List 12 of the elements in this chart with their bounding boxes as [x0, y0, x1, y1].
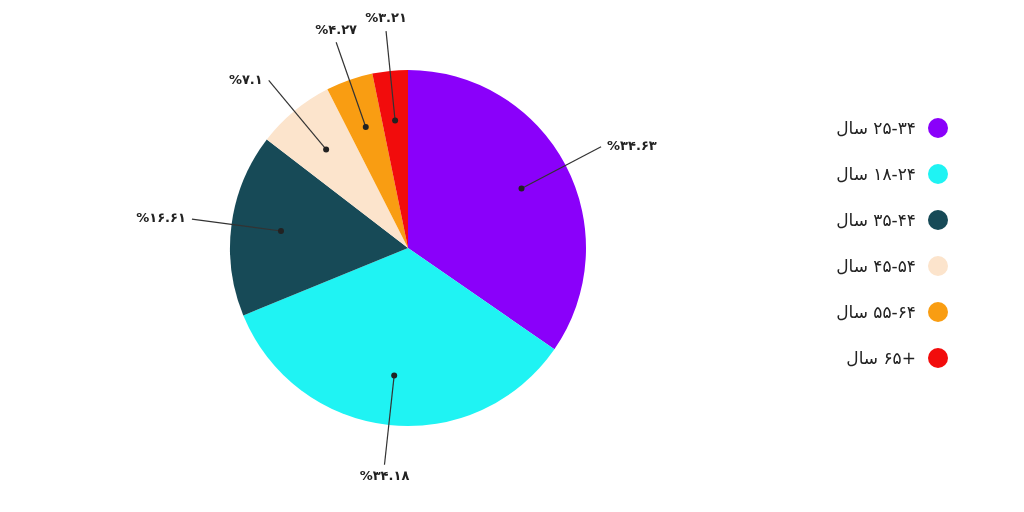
legend-label: ۳۵-۴۴ سال: [836, 210, 916, 230]
data-label: %۴.۲۷: [315, 21, 358, 37]
legend-label: ۴۵-۵۴ سال: [836, 256, 916, 276]
legend-label: ۱۸-۲۴ سال: [836, 164, 916, 184]
data-label: %۳۴.۱۸: [359, 468, 410, 484]
legend-label: ۵۵-۶۴ سال: [836, 302, 916, 322]
data-label: %۷.۱: [228, 71, 263, 87]
legend-label: ۲۵-۳۴ سال: [836, 118, 916, 138]
data-label: %۳۴.۶۳: [607, 138, 657, 154]
data-label: %۳.۲۱: [365, 10, 407, 26]
data-label: %۱۶.۶۱: [136, 210, 186, 226]
legend-label: +۶۵ سال: [846, 348, 916, 368]
